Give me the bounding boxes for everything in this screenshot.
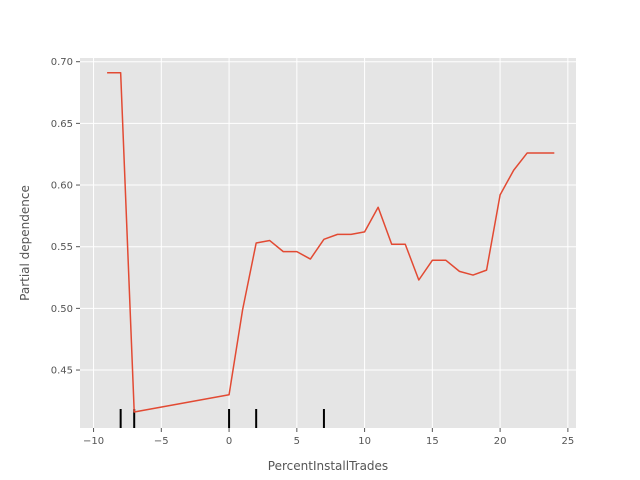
y-tick-label: 0.50 bbox=[51, 304, 73, 315]
y-tick-label: 0.60 bbox=[51, 181, 73, 192]
series-line bbox=[107, 72, 555, 413]
rug-marks bbox=[119, 409, 325, 428]
y-axis-ticks: 0.45 0.50 0.55 0.60 0.65 0.70 bbox=[51, 57, 80, 377]
x-axis-label: PercentInstallTrades bbox=[268, 459, 388, 473]
x-tick-label: 5 bbox=[294, 436, 300, 447]
x-tick-label: −10 bbox=[83, 436, 104, 447]
x-tick-label: −5 bbox=[154, 436, 169, 447]
y-tick-label: 0.45 bbox=[51, 366, 73, 377]
x-tick-label: 10 bbox=[358, 436, 371, 447]
plot-background bbox=[80, 58, 576, 428]
y-axis-label: Partial dependence bbox=[18, 185, 32, 301]
grid-lines bbox=[80, 58, 576, 428]
x-tick-label: 15 bbox=[426, 436, 439, 447]
y-tick-label: 0.70 bbox=[51, 57, 73, 68]
y-tick-label: 0.55 bbox=[51, 242, 73, 253]
x-axis-ticks: −10 −5 0 5 10 15 20 25 bbox=[83, 428, 574, 447]
y-tick-label: 0.65 bbox=[51, 119, 73, 130]
x-tick-label: 25 bbox=[562, 436, 575, 447]
x-tick-label: 0 bbox=[226, 436, 232, 447]
x-tick-label: 20 bbox=[494, 436, 507, 447]
